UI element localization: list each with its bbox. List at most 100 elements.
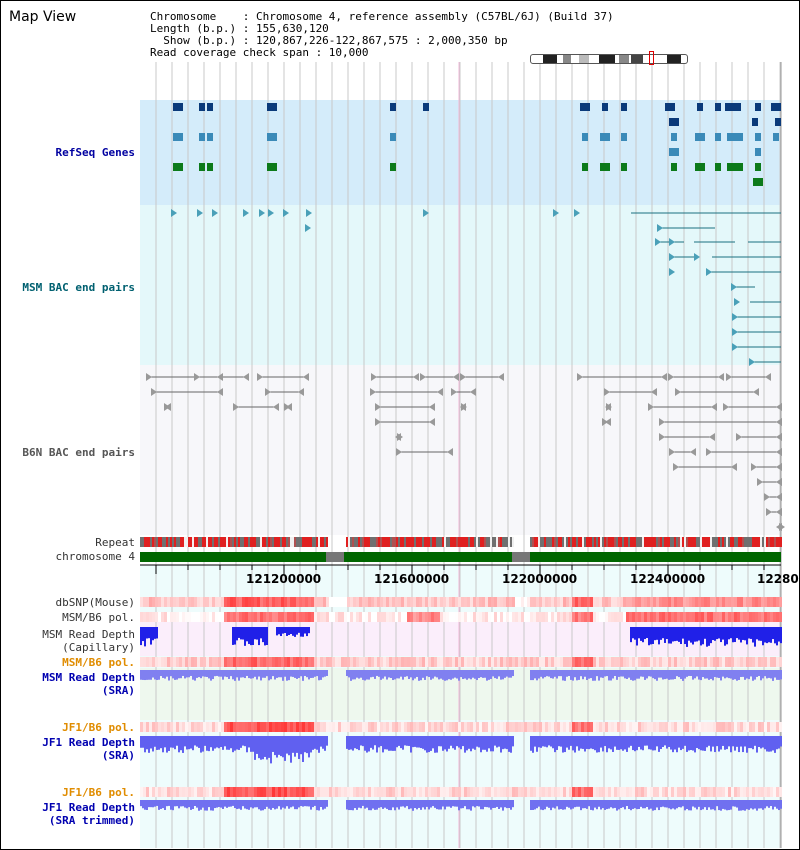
read-depth-bar [178, 670, 180, 679]
read-depth-bar [548, 736, 550, 746]
track-label-jf1-pol[interactable]: JF1/B6 pol. [62, 721, 135, 734]
snp-heat [239, 787, 242, 797]
snp-heat [452, 657, 455, 667]
read-depth-bar [264, 670, 266, 678]
repeat-mark [446, 537, 448, 547]
snp-heat [704, 657, 707, 667]
read-depth-bar [444, 736, 446, 750]
snp-heat [473, 722, 476, 732]
read-depth-bar [396, 670, 398, 679]
snp-heat [485, 657, 488, 667]
repeat-mark [190, 537, 192, 547]
read-depth-bar [746, 670, 748, 679]
snp-heat [152, 657, 155, 667]
snp-heat [635, 722, 638, 732]
snp-heat [536, 787, 539, 797]
snp-heat [230, 722, 233, 732]
snp-heat [524, 612, 527, 622]
snp-heat [626, 787, 629, 797]
snp-heat [461, 612, 464, 622]
read-depth-bar [632, 800, 634, 809]
snp-heat [311, 722, 314, 732]
track-label-msm-depth-capillary[interactable]: MSM Read Depth (Capillary) [42, 628, 135, 654]
track-label-jf1-pol-2[interactable]: JF1/B6 pol. [62, 786, 135, 799]
read-depth-bar [690, 800, 692, 811]
chromosome-ideogram[interactable] [530, 54, 688, 64]
read-depth-bar [496, 800, 498, 807]
read-depth-bar [650, 736, 652, 750]
axis-tick-label: 122400000 [630, 572, 706, 586]
track-label-jf1-depth[interactable]: JF1 Read Depth (SRA) [42, 736, 135, 762]
read-depth-bar [680, 670, 682, 679]
track-label-msm-pol[interactable]: MSM/B6 pol. [62, 611, 135, 624]
snp-heat [266, 597, 269, 607]
snp-heat [599, 657, 602, 667]
ideogram-position-marker[interactable] [649, 51, 654, 65]
read-depth-bar [402, 800, 404, 807]
track-label-jf1-depth-trimmed[interactable]: JF1 Read Depth (SRA trimmed) [42, 801, 135, 827]
snp-heat [386, 657, 389, 667]
read-depth-bar [690, 670, 692, 677]
read-depth-bar [720, 670, 722, 681]
msm-bac-end [732, 343, 738, 351]
repeat-mark [624, 537, 626, 547]
read-depth-bar [726, 736, 728, 750]
track-label-chromosome[interactable]: chromosome 4 [55, 550, 135, 563]
snp-heat [305, 657, 308, 667]
snp-heat [326, 597, 329, 607]
read-depth-bar [484, 800, 486, 807]
track-label-msm-depth-sra[interactable]: MSM Read Depth (SRA) [42, 671, 135, 697]
snp-heat [773, 597, 776, 607]
track-label-refseq[interactable]: RefSeq Genes [55, 146, 135, 159]
track-label-msm-bac[interactable]: MSM BAC end pairs [22, 281, 135, 294]
repeat-mark [730, 537, 732, 547]
snp-heat [275, 657, 278, 667]
track-label-repeat[interactable]: Repeat [95, 536, 135, 549]
read-depth-bar [698, 736, 700, 750]
snp-heat [662, 657, 665, 667]
read-depth-bar [396, 736, 398, 748]
repeat-mark [510, 537, 512, 547]
snp-heat [173, 787, 176, 797]
read-depth-bar [368, 736, 370, 752]
snp-heat [554, 597, 557, 607]
read-depth-bar [208, 800, 210, 808]
refseq-gene [773, 133, 779, 141]
repeat-mark [284, 537, 286, 547]
snp-heat [161, 722, 164, 732]
repeat-mark [324, 537, 326, 547]
read-depth-bar [296, 800, 298, 810]
track-label-dbsnp[interactable]: dbSNP(Mouse) [55, 596, 135, 609]
snp-heat [539, 787, 542, 797]
read-depth-bar [228, 800, 230, 807]
snp-heat [770, 722, 773, 732]
snp-heat [599, 597, 602, 607]
read-depth-bar [652, 627, 654, 644]
read-depth-bar [534, 670, 536, 679]
read-depth-bar [500, 736, 502, 753]
snp-heat [614, 597, 617, 607]
read-depth-bar [534, 736, 536, 747]
snp-heat [272, 597, 275, 607]
read-depth-bar [302, 736, 304, 762]
read-depth-bar [364, 736, 366, 751]
read-depth-bar [532, 670, 534, 681]
snp-heat [458, 722, 461, 732]
read-depth-bar [568, 670, 570, 677]
read-depth-bar [674, 627, 676, 642]
read-depth-bar [772, 736, 774, 751]
read-depth-bar [638, 627, 640, 639]
snp-heat [293, 657, 296, 667]
read-depth-bar [748, 627, 750, 639]
snp-heat [170, 597, 173, 607]
snp-heat [212, 657, 215, 667]
read-depth-bar [370, 670, 372, 678]
snp-heat [266, 612, 269, 622]
read-depth-bar [556, 736, 558, 750]
snp-heat [257, 612, 260, 622]
read-depth-bar [442, 736, 444, 751]
repeat-mark [638, 537, 640, 547]
snp-heat [557, 787, 560, 797]
track-label-msm-pol-2[interactable]: MSM/B6 pol. [62, 656, 135, 669]
track-label-b6n-bac[interactable]: B6N BAC end pairs [22, 446, 135, 459]
